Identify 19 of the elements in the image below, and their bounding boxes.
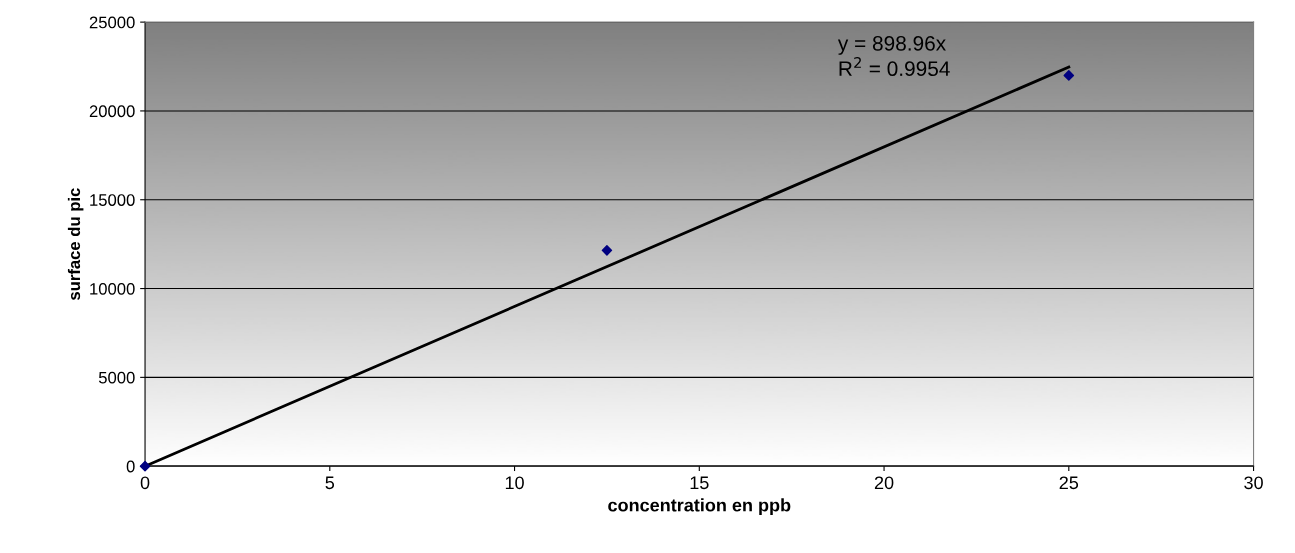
y-tick-label: 20000 (89, 105, 135, 118)
x-axis-title: concentration en ppb (608, 498, 791, 516)
x-tick-label: 15 (690, 476, 709, 490)
x-tick-label: 10 (505, 476, 524, 490)
x-tick-label: 20 (874, 476, 894, 490)
point (1063, 70, 1075, 81)
point (139, 460, 151, 472)
annotation: y = 898.96x R$^{2}$ = 0.9954 (837, 35, 950, 77)
x-tick-label: 30 (1244, 476, 1263, 490)
x-tick-label: 25 (1059, 476, 1079, 490)
y-tick-label: 0 (126, 460, 135, 473)
y-axis-title: surface du pic (67, 188, 84, 301)
y-tick-label: 15000 (90, 194, 135, 206)
y-tick-label: 10000 (90, 282, 135, 295)
y-tick-label: 5000 (98, 371, 135, 384)
y-tick-label: 25000 (89, 16, 135, 29)
x-tick-label: 0 (140, 476, 150, 490)
point (601, 245, 613, 256)
x-tick-label: 5 (325, 476, 335, 490)
